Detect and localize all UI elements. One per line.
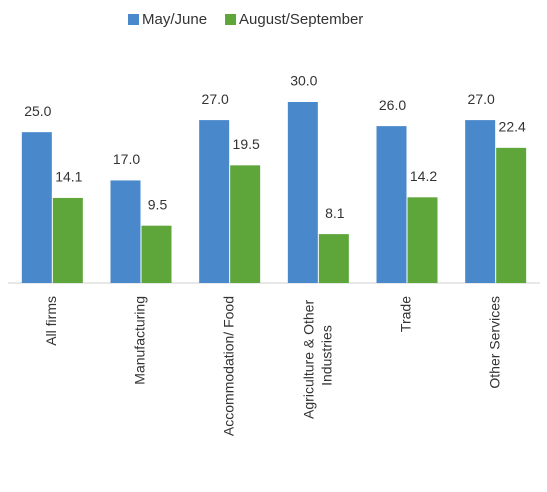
bar — [199, 120, 230, 283]
bar — [287, 102, 318, 283]
legend-label: August/September — [239, 11, 363, 28]
data-label: 14.1 — [55, 169, 82, 185]
bar — [52, 197, 83, 283]
x-tick-label: Other Services — [486, 296, 502, 389]
data-label: 30.0 — [290, 73, 317, 89]
data-label: 25.0 — [24, 103, 51, 119]
x-tick-label: Trade — [398, 296, 414, 332]
data-label: 8.1 — [325, 205, 345, 221]
bar — [376, 126, 407, 283]
bar — [21, 132, 52, 283]
data-label: 17.0 — [113, 151, 140, 167]
data-label: 9.5 — [148, 196, 168, 212]
data-label: 27.0 — [468, 91, 495, 107]
bar — [407, 197, 438, 283]
bar — [496, 147, 527, 283]
x-tick-label: All firms — [43, 296, 59, 346]
bar — [318, 234, 349, 283]
bar — [110, 180, 141, 283]
data-label: 26.0 — [379, 97, 406, 113]
data-label: 19.5 — [233, 136, 260, 152]
legend-label: May/June — [142, 11, 207, 28]
bar — [465, 120, 496, 283]
legend-swatch — [225, 14, 237, 25]
data-label: 14.2 — [410, 168, 437, 184]
data-label: 22.4 — [499, 119, 526, 135]
x-tick-label: Manufacturing — [132, 296, 148, 385]
data-label: 27.0 — [202, 91, 229, 107]
bar — [230, 165, 261, 283]
legend-swatch — [128, 14, 139, 25]
x-tick-label: Agriculture & Other Industries — [300, 296, 334, 419]
bar — [141, 225, 172, 283]
x-tick-label: Accommodation/ Food — [220, 296, 236, 436]
